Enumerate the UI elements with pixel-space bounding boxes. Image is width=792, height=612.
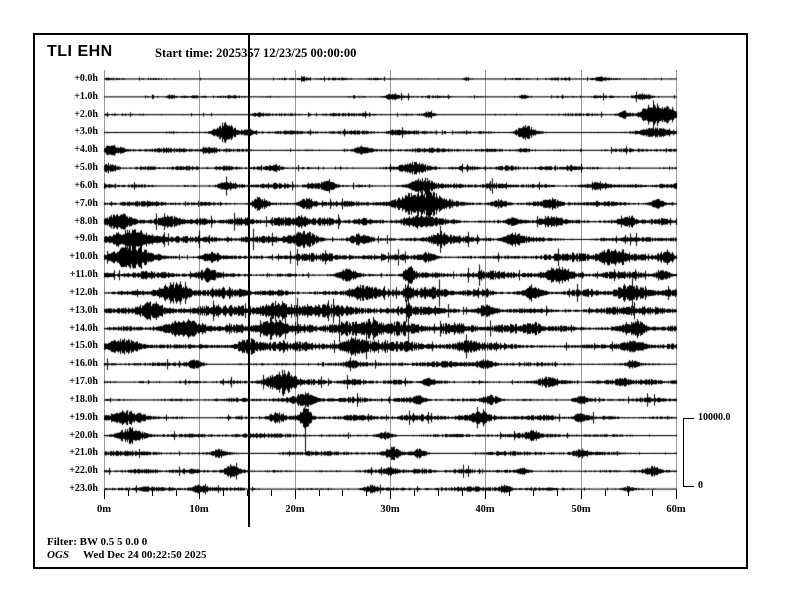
hour-row-label: +3.0h [74, 126, 98, 138]
hour-row-label: +19.0h [69, 411, 98, 423]
hour-row-label: +0.0h [74, 73, 98, 84]
x-minor-tick [342, 490, 343, 496]
hour-row-label: +21.0h [69, 447, 98, 459]
x-minor-tick [462, 490, 463, 496]
hour-row-label: +14.0h [69, 322, 98, 334]
hour-row-label: +5.0h [74, 162, 98, 174]
hour-row-label: +1.0h [74, 90, 98, 102]
hour-row-label: +18.0h [69, 393, 98, 405]
scale-max-label: 10000.0 [698, 412, 731, 423]
x-major-tick [199, 490, 200, 499]
scale-min-label: 0 [698, 480, 703, 491]
hour-row-label: +17.0h [69, 376, 98, 388]
hour-row-label: +4.0h [74, 144, 98, 156]
x-minor-tick [223, 490, 224, 496]
x-minor-tick [509, 490, 510, 496]
generated-timestamp: Wed Dec 24 00:22:50 2025 [83, 549, 207, 561]
x-axis-label: 10m [189, 504, 209, 515]
x-minor-tick [438, 490, 439, 496]
x-minor-tick [533, 490, 534, 496]
hour-row-label: +11.0h [69, 269, 98, 281]
x-minor-tick [605, 490, 606, 496]
x-minor-tick [366, 490, 367, 496]
x-minor-tick [319, 490, 320, 496]
x-major-tick [104, 490, 105, 499]
scale-bar-top-tick [683, 418, 694, 419]
x-minor-tick [128, 490, 129, 496]
hour-row-label: +10.0h [69, 251, 98, 263]
hour-row-label: +7.0h [74, 197, 98, 209]
x-minor-tick [652, 490, 653, 496]
scale-bar-line [683, 418, 684, 487]
hour-row-label: +20.0h [69, 429, 98, 441]
x-minor-tick [152, 490, 153, 496]
hour-row-label: +8.0h [74, 215, 98, 227]
x-major-tick [581, 490, 582, 499]
x-axis-label: 40m [475, 504, 495, 515]
x-minor-tick [176, 490, 177, 496]
hour-row-label: +2.0h [74, 108, 98, 120]
x-axis-label: 30m [380, 504, 400, 515]
x-minor-tick [557, 490, 558, 496]
time-marker-line [248, 33, 250, 527]
x-axis-label: 0m [97, 504, 111, 515]
hour-row-label: +15.0h [69, 340, 98, 352]
x-minor-tick [628, 490, 629, 496]
credit-line: OGS Wed Dec 24 00:22:50 2025 [47, 549, 206, 561]
hour-row-label: +16.0h [69, 358, 98, 370]
hour-row-label: +22.0h [69, 465, 98, 477]
x-major-tick [485, 490, 486, 499]
x-axis-label: 20m [285, 504, 305, 515]
scale-bar-bottom-tick [683, 486, 694, 487]
x-major-tick [676, 490, 677, 499]
x-major-tick [390, 490, 391, 499]
x-major-tick [295, 490, 296, 499]
hour-row-label: +23.0h [69, 483, 98, 495]
hour-row-label: +12.0h [69, 286, 98, 298]
filter-info-label: Filter: BW 0.5 5 0.0 0 [47, 536, 148, 548]
agency-label: OGS [47, 549, 70, 561]
hour-row-label: +9.0h [74, 233, 98, 245]
hour-row-label: +6.0h [74, 179, 98, 191]
x-minor-tick [271, 490, 272, 496]
hour-row-label: +13.0h [69, 304, 98, 316]
x-axis-label: 60m [666, 504, 686, 515]
x-axis-label: 50m [571, 504, 591, 515]
x-minor-tick [414, 490, 415, 496]
x-minor-tick [247, 490, 248, 496]
